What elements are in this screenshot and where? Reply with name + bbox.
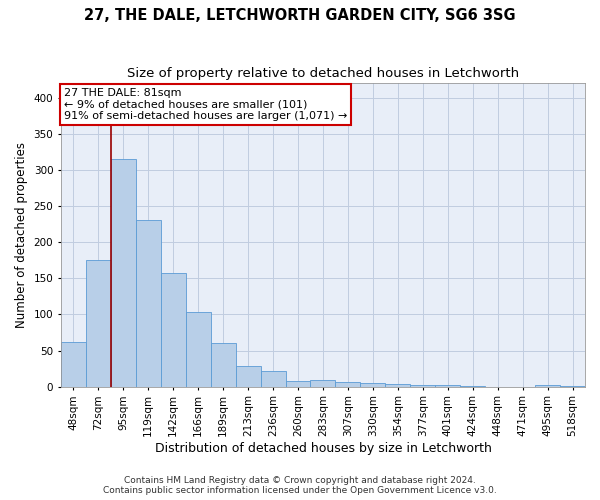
Bar: [136, 220, 161, 386]
Bar: [61, 342, 86, 386]
Bar: [435, 385, 460, 386]
Bar: [410, 385, 435, 386]
Bar: [211, 342, 236, 386]
X-axis label: Distribution of detached houses by size in Letchworth: Distribution of detached houses by size …: [155, 442, 491, 455]
Bar: [535, 384, 560, 386]
Bar: [186, 312, 211, 386]
Bar: [361, 383, 385, 386]
Text: Contains HM Land Registry data © Crown copyright and database right 2024.
Contai: Contains HM Land Registry data © Crown c…: [103, 476, 497, 495]
Bar: [260, 372, 286, 386]
Title: Size of property relative to detached houses in Letchworth: Size of property relative to detached ho…: [127, 68, 519, 80]
Bar: [385, 384, 410, 386]
Bar: [335, 382, 361, 386]
Bar: [161, 273, 186, 386]
Y-axis label: Number of detached properties: Number of detached properties: [15, 142, 28, 328]
Bar: [86, 260, 111, 386]
Text: 27, THE DALE, LETCHWORTH GARDEN CITY, SG6 3SG: 27, THE DALE, LETCHWORTH GARDEN CITY, SG…: [84, 8, 516, 22]
Bar: [111, 159, 136, 386]
Bar: [310, 380, 335, 386]
Bar: [236, 366, 260, 386]
Bar: [286, 381, 310, 386]
Text: 27 THE DALE: 81sqm
← 9% of detached houses are smaller (101)
91% of semi-detache: 27 THE DALE: 81sqm ← 9% of detached hous…: [64, 88, 347, 121]
